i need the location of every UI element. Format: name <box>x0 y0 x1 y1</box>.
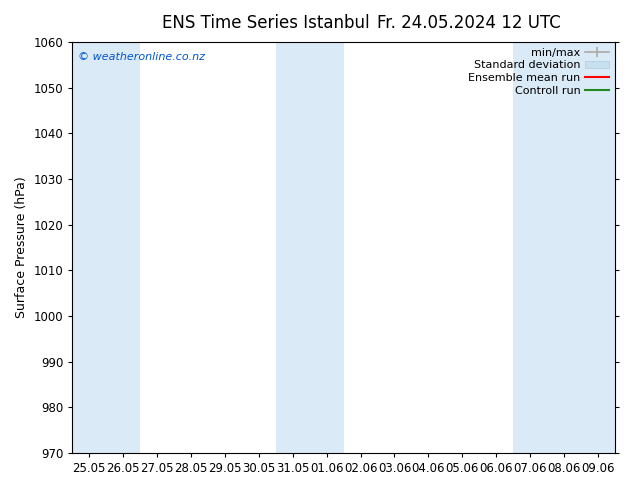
Text: © weatheronline.co.nz: © weatheronline.co.nz <box>78 52 205 62</box>
Bar <box>107 42 140 453</box>
Bar <box>513 42 547 453</box>
Bar <box>72 42 107 453</box>
Text: ENS Time Series Istanbul: ENS Time Series Istanbul <box>162 14 370 32</box>
Bar <box>276 42 309 453</box>
Bar <box>547 42 581 453</box>
Y-axis label: Surface Pressure (hPa): Surface Pressure (hPa) <box>15 176 28 318</box>
Bar <box>309 42 344 453</box>
Legend: min/max, Standard deviation, Ensemble mean run, Controll run: min/max, Standard deviation, Ensemble me… <box>466 46 612 98</box>
Bar <box>581 42 615 453</box>
Text: Fr. 24.05.2024 12 UTC: Fr. 24.05.2024 12 UTC <box>377 14 561 32</box>
